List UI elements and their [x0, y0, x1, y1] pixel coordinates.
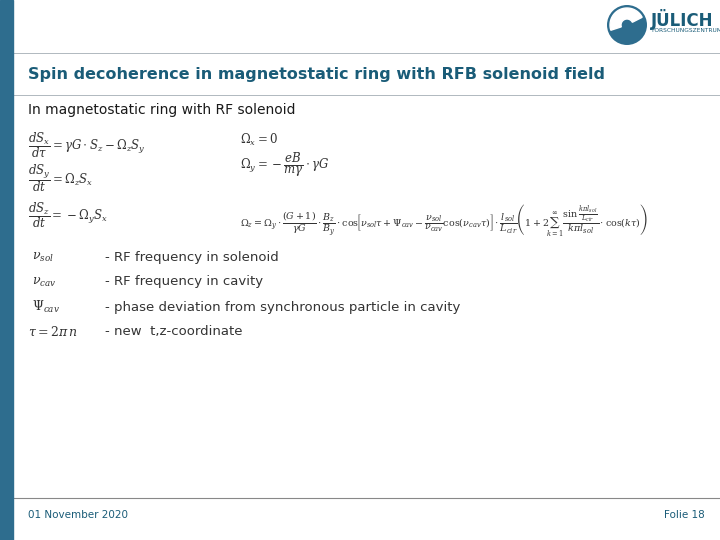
- Text: - new  t,z-coordinate: - new t,z-coordinate: [105, 326, 243, 339]
- Text: JÜLICH: JÜLICH: [651, 9, 714, 30]
- Bar: [0, 0, 13, 540]
- Text: $\Psi_{cav}$: $\Psi_{cav}$: [32, 299, 60, 315]
- Text: In magnetostatic ring with RF solenoid: In magnetostatic ring with RF solenoid: [28, 103, 295, 117]
- Text: FORSCHUNGSZENTRUM: FORSCHUNGSZENTRUM: [651, 29, 720, 33]
- Text: Spin decoherence in magnetostatic ring with RFB solenoid field: Spin decoherence in magnetostatic ring w…: [28, 66, 605, 82]
- Text: - RF frequency in solenoid: - RF frequency in solenoid: [105, 251, 279, 264]
- Text: Folie 18: Folie 18: [665, 510, 705, 520]
- Text: $\nu_{cav}$: $\nu_{cav}$: [32, 275, 57, 288]
- Polygon shape: [610, 8, 642, 30]
- Text: $\Omega_z = \Omega_y \cdot \dfrac{(G+1)}{\gamma G} \cdot \dfrac{B_z}{B_y} \cdot : $\Omega_z = \Omega_y \cdot \dfrac{(G+1)}…: [240, 202, 648, 238]
- Text: - RF frequency in cavity: - RF frequency in cavity: [105, 275, 263, 288]
- Text: $\dfrac{dS_x}{d\tau} = \gamma G \cdot S_z - \Omega_z S_y$: $\dfrac{dS_x}{d\tau} = \gamma G \cdot S_…: [28, 130, 145, 160]
- Text: $\Omega_x = 0$: $\Omega_x = 0$: [240, 132, 278, 148]
- Text: 01 November 2020: 01 November 2020: [28, 510, 128, 520]
- Circle shape: [607, 5, 647, 45]
- Text: $\tau = 2\pi\, n$: $\tau = 2\pi\, n$: [28, 325, 78, 339]
- Text: $\nu_{sol}$: $\nu_{sol}$: [32, 251, 54, 264]
- Text: $\dfrac{dS_z}{dt} = -\Omega_y S_x$: $\dfrac{dS_z}{dt} = -\Omega_y S_x$: [28, 200, 108, 230]
- Text: $\Omega_y = -\dfrac{eB}{m\gamma}\cdot\gamma G$: $\Omega_y = -\dfrac{eB}{m\gamma}\cdot\ga…: [240, 151, 330, 179]
- Text: - phase deviation from synchronous particle in cavity: - phase deviation from synchronous parti…: [105, 300, 460, 314]
- Text: $\dfrac{dS_y}{dt} = \Omega_z S_x$: $\dfrac{dS_y}{dt} = \Omega_z S_x$: [28, 162, 94, 194]
